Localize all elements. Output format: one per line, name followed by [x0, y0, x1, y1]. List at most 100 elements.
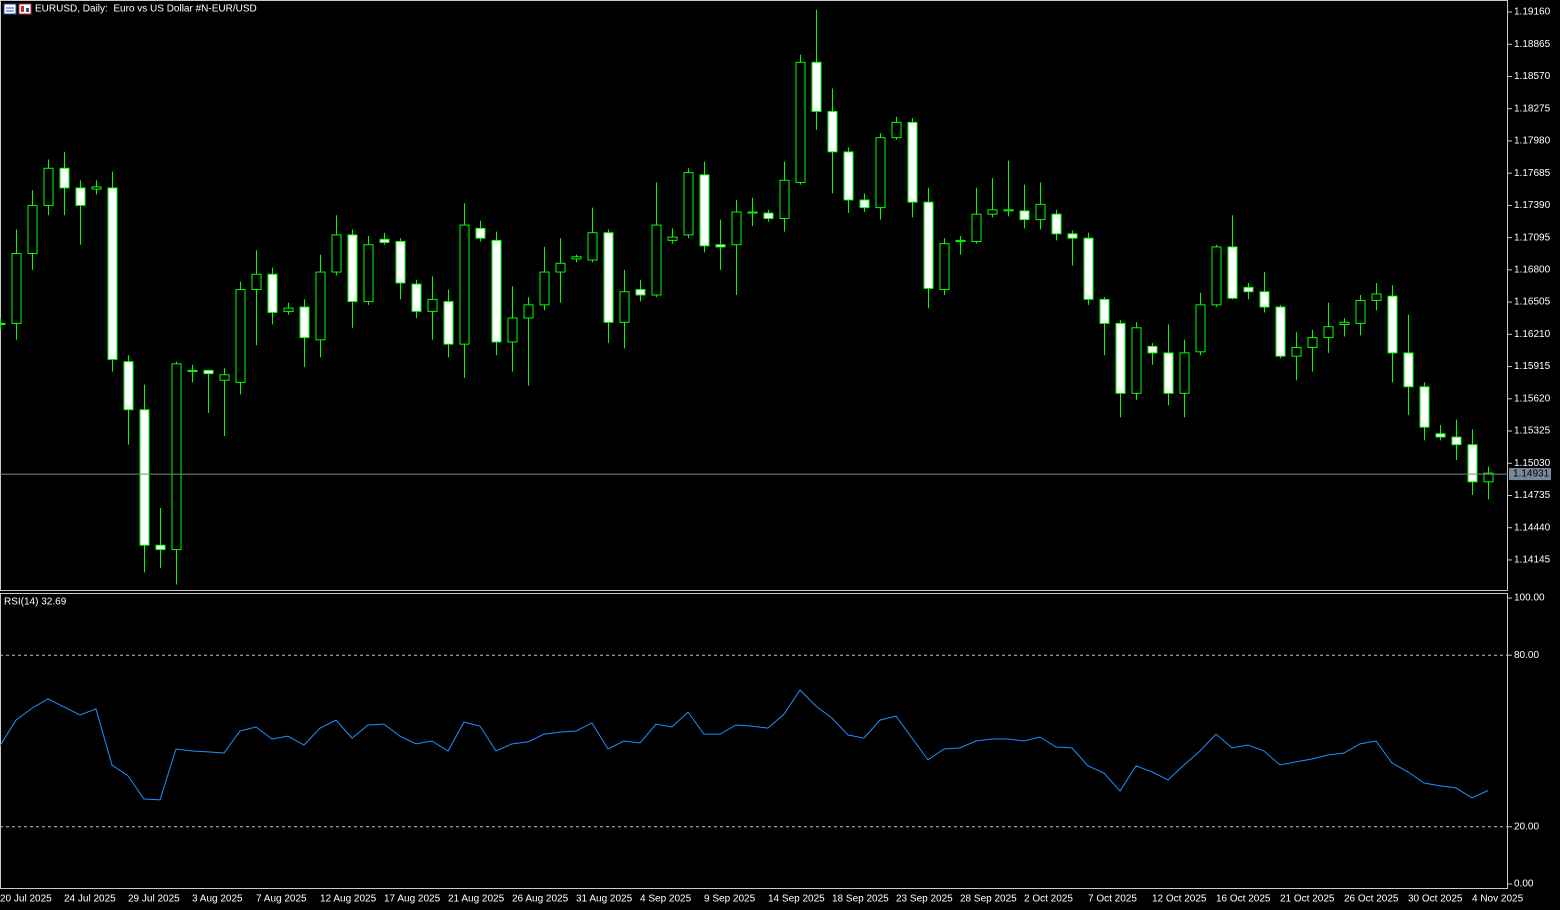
- x-tick-label: 7 Oct 2025: [1088, 894, 1137, 905]
- candle-body: [1227, 246, 1238, 299]
- candle-body: [587, 232, 598, 261]
- candle-body: [571, 256, 582, 260]
- icon: [26, 8, 29, 12]
- candle-body: [459, 224, 470, 345]
- icon: [21, 6, 24, 12]
- candle-body: [747, 211, 758, 214]
- rsi-title: RSI(14) 32.69: [4, 597, 67, 608]
- candle-body: [1051, 213, 1062, 235]
- candle-body: [619, 291, 630, 323]
- candle-body: [1451, 436, 1462, 446]
- candle-body: [1483, 472, 1494, 483]
- candle-body: [1131, 327, 1142, 394]
- candle-body: [875, 137, 886, 209]
- x-tick-label: 4 Nov 2025: [1472, 894, 1524, 905]
- candle-body: [1067, 233, 1078, 239]
- candle-body: [891, 121, 902, 139]
- candle-body: [123, 361, 134, 411]
- x-tick-label: 20 Jul 2025: [0, 894, 52, 905]
- candle-body: [1163, 352, 1174, 394]
- candle-body: [331, 234, 342, 273]
- candle-body: [1307, 337, 1318, 348]
- candle-body: [299, 306, 310, 339]
- candle-body: [715, 244, 726, 248]
- candle-body: [683, 172, 694, 236]
- candle-body: [219, 374, 230, 381]
- candle-body: [987, 209, 998, 215]
- candle-body: [795, 61, 806, 183]
- candle-body: [731, 211, 742, 246]
- chart-title: EURUSD, Daily: Euro vs US Dollar #N-EUR/…: [35, 4, 257, 15]
- candle-body: [555, 262, 566, 273]
- candle-body: [283, 307, 294, 312]
- candle-body: [1147, 345, 1158, 354]
- candle-body: [1195, 304, 1206, 353]
- y-tick-label: 100.00: [1514, 593, 1545, 604]
- candle-body: [1115, 322, 1126, 394]
- candle-body: [1019, 210, 1030, 221]
- x-tick-label: 4 Sep 2025: [640, 894, 692, 905]
- y-tick-label: 1.16505: [1514, 297, 1551, 308]
- candle-body: [859, 199, 870, 209]
- y-tick-label: 20.00: [1514, 821, 1539, 832]
- candle-body: [1355, 299, 1366, 324]
- candle-body: [923, 201, 934, 289]
- last-price-box: [1509, 468, 1551, 481]
- y-tick-label: 1.18275: [1514, 103, 1551, 114]
- candle-body: [315, 271, 326, 341]
- candle-body: [491, 239, 502, 343]
- x-tick-label: 23 Sep 2025: [896, 894, 953, 905]
- y-tick-label: 1.16210: [1514, 329, 1551, 340]
- y-tick-label: 1.15915: [1514, 361, 1551, 372]
- candle-body: [699, 174, 710, 247]
- candle-body: [139, 409, 150, 546]
- candle-body: [0, 322, 6, 326]
- x-tick-label: 17 Aug 2025: [384, 894, 441, 905]
- candle-body: [827, 110, 838, 153]
- candle-body: [763, 212, 774, 220]
- y-tick-label: 1.17685: [1514, 168, 1551, 179]
- x-tick-label: 12 Oct 2025: [1152, 894, 1207, 905]
- icon: [3, 3, 17, 15]
- candle-body: [1291, 346, 1302, 357]
- candle-body: [235, 289, 246, 383]
- candle-body: [635, 289, 646, 296]
- candle-body: [1467, 444, 1478, 483]
- x-tick-label: 21 Aug 2025: [448, 894, 505, 905]
- candle-body: [971, 213, 982, 242]
- y-tick-label: 1.18865: [1514, 39, 1551, 50]
- candle-body: [939, 243, 950, 291]
- candle-body: [363, 244, 374, 303]
- y-tick-label: 1.15030: [1514, 458, 1551, 469]
- y-tick-label: 1.14735: [1514, 490, 1551, 501]
- y-tick-label: 1.15620: [1514, 393, 1551, 404]
- candle-body: [1403, 352, 1414, 388]
- y-tick-label: 0.00: [1514, 879, 1534, 890]
- rsi-panel-frame: [0, 593, 1508, 889]
- x-tick-label: 26 Oct 2025: [1344, 894, 1399, 905]
- candle-body: [379, 238, 390, 244]
- y-tick-label: 1.14145: [1514, 555, 1551, 566]
- candle-body: [267, 273, 278, 313]
- x-tick-label: 2 Oct 2025: [1024, 894, 1073, 905]
- candle-body: [1211, 246, 1222, 306]
- candle-body: [651, 224, 662, 296]
- candle-body: [539, 271, 550, 306]
- candle-body: [907, 121, 918, 203]
- candle-body: [11, 252, 22, 324]
- candle-body: [251, 273, 262, 291]
- candle-body: [443, 301, 454, 345]
- candle-body: [395, 240, 406, 284]
- x-tick-label: 28 Sep 2025: [960, 894, 1017, 905]
- x-tick-label: 31 Aug 2025: [576, 894, 633, 905]
- symbol-icons: [3, 3, 32, 15]
- y-tick-label: 1.14440: [1514, 522, 1551, 533]
- candle-body: [603, 232, 614, 323]
- candle-body: [1083, 237, 1094, 300]
- x-tick-label: 29 Jul 2025: [128, 894, 180, 905]
- y-tick-label: 1.17980: [1514, 136, 1551, 147]
- candle-body: [27, 204, 38, 254]
- y-tick-label: 1.19160: [1514, 7, 1551, 18]
